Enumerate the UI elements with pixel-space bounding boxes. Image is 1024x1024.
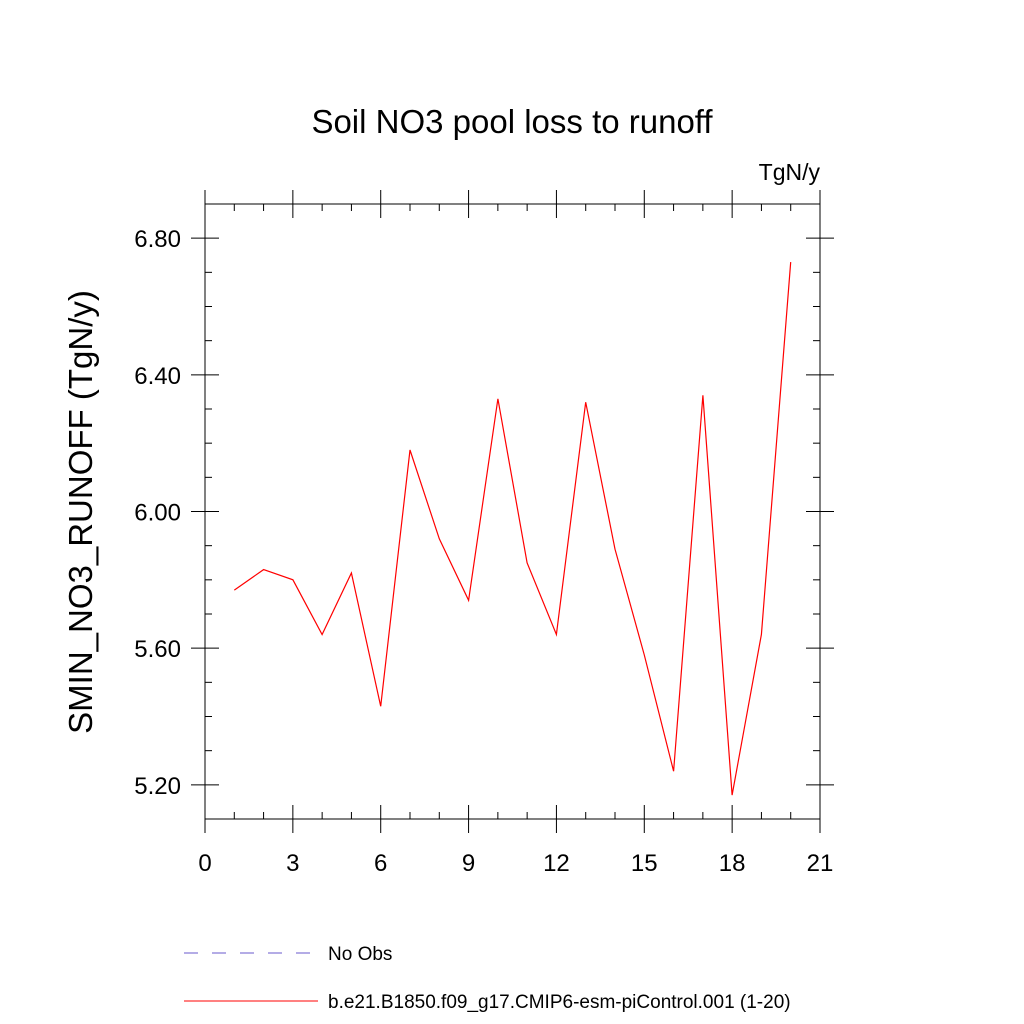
x-tick-label: 15 bbox=[631, 850, 658, 877]
y-axis-label: SMIN_NO3_RUNOFF (TgN/y) bbox=[62, 290, 99, 734]
legend-label: b.e21.B1850.f09_g17.CMIP6-esm-piControl.… bbox=[328, 992, 791, 1013]
x-tick-label: 18 bbox=[719, 850, 746, 877]
units-label: TgN/y bbox=[759, 159, 821, 185]
legend: No Obs b.e21.B1850.f09_g17.CMIP6-esm-piCo… bbox=[184, 944, 791, 1013]
y-tick-label: 5.60 bbox=[134, 636, 181, 663]
y-tick-label: 6.40 bbox=[134, 363, 181, 390]
y-tick-label: 6.00 bbox=[134, 500, 181, 527]
series-group bbox=[233, 262, 792, 796]
x-tick-label: 21 bbox=[807, 850, 834, 877]
chart-title: Soil NO3 pool loss to runoff bbox=[311, 103, 713, 140]
axis-tick-labels: 0 3 6 9 12 15 18 21 5.20 5.60 6.00 6.40 6.80 bbox=[134, 226, 833, 877]
x-tick-label: 12 bbox=[543, 850, 570, 877]
y-tick-label: 5.20 bbox=[134, 773, 181, 800]
series-line bbox=[233, 262, 792, 796]
y-tick-label: 6.80 bbox=[134, 226, 181, 253]
x-tick-label: 3 bbox=[286, 850, 299, 877]
x-tick-label: 0 bbox=[198, 850, 211, 877]
x-tick-label: 9 bbox=[462, 850, 475, 877]
x-tick-label: 6 bbox=[374, 850, 387, 877]
axis-ticks bbox=[191, 190, 834, 833]
plot-frame bbox=[204, 203, 821, 820]
legend-label: No Obs bbox=[328, 944, 392, 965]
